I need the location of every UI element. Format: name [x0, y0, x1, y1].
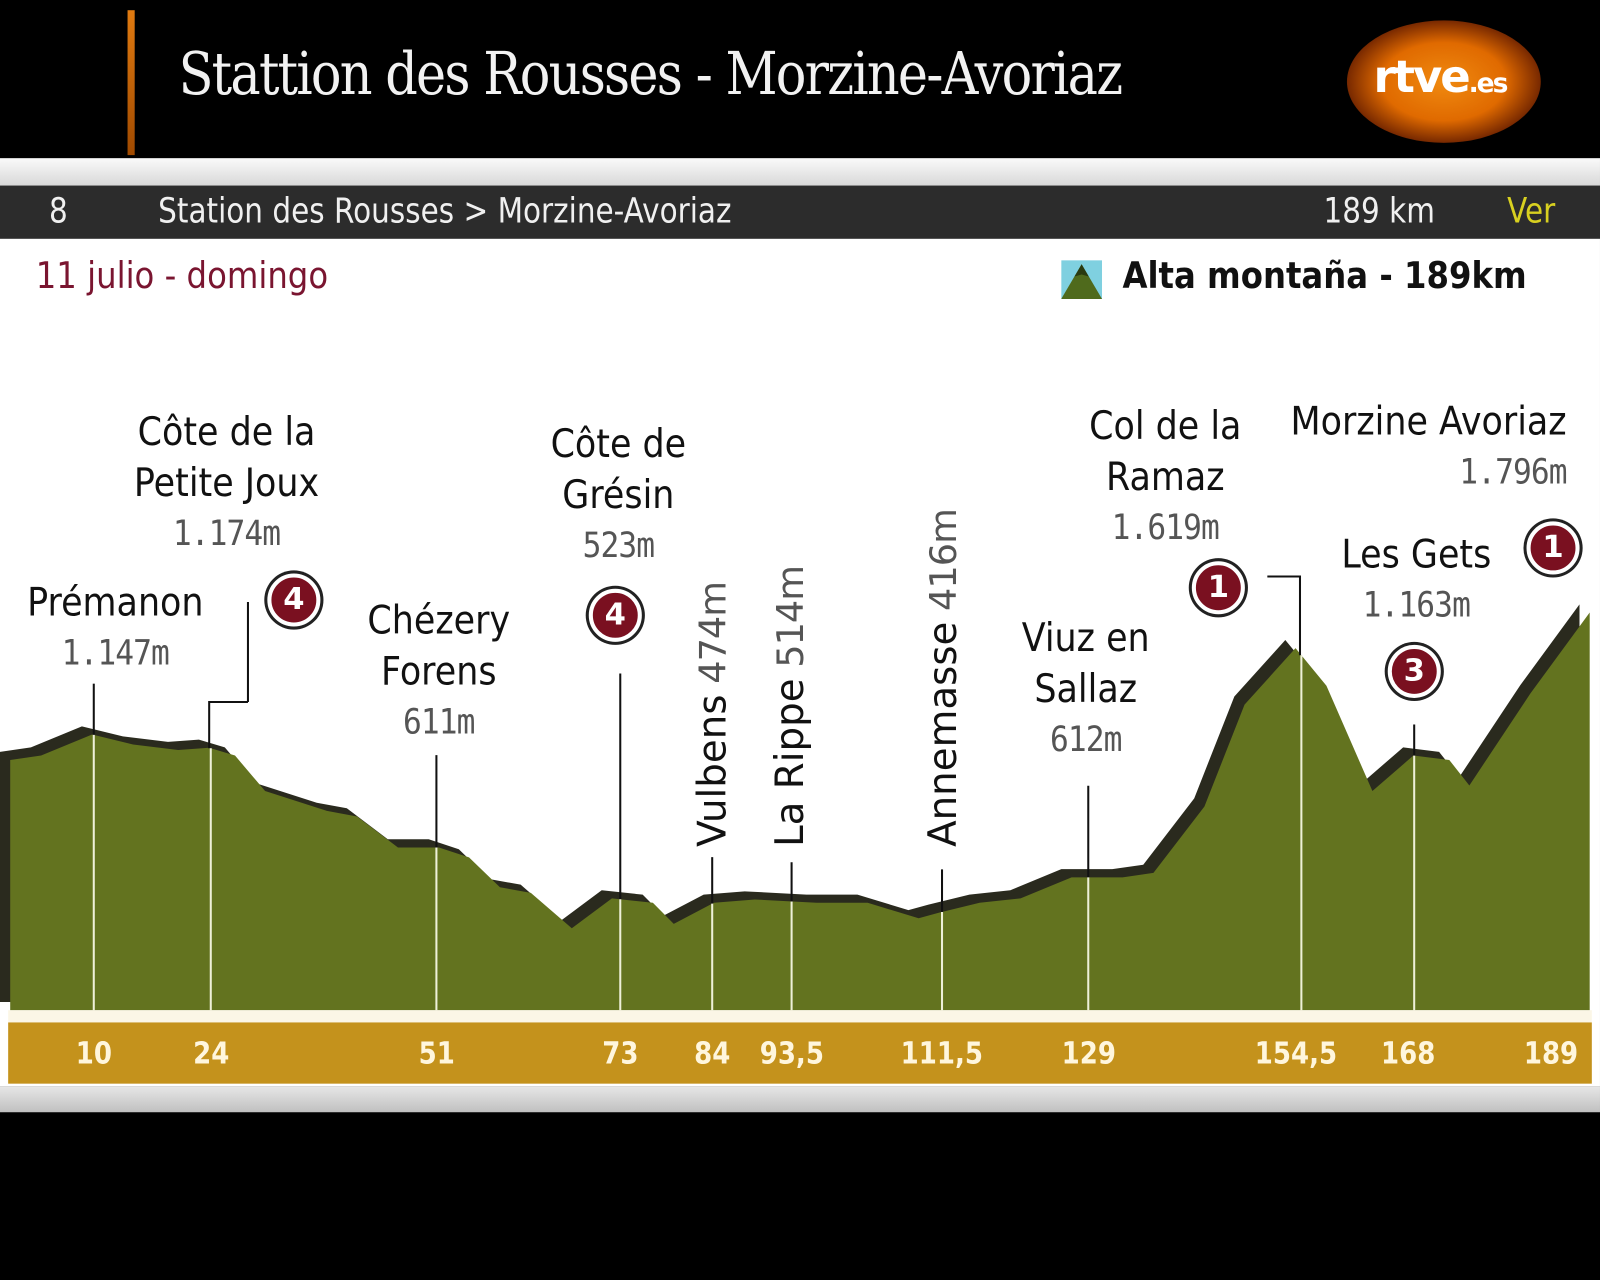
- point-altitude: 612m: [1049, 719, 1122, 761]
- ver-link[interactable]: Ver: [1507, 190, 1556, 232]
- km-tick-label: 189: [1523, 1035, 1579, 1072]
- point-altitude: 523m: [582, 525, 655, 567]
- km-axis-bar: [8, 1022, 1592, 1084]
- point-label: Morzine Avoriaz 1.796m: [1290, 396, 1568, 498]
- point-name: Petite Joux: [133, 460, 320, 506]
- km-tick-label: 168: [1380, 1035, 1436, 1072]
- point-label: Côte de Grésin 523m: [551, 418, 687, 571]
- point-label: Col de la Ramaz 1.619m: [1089, 400, 1241, 553]
- point-altitude: 1.796m: [1459, 452, 1567, 493]
- point-name: Annemasse: [920, 621, 966, 847]
- accent-line: [127, 10, 135, 156]
- point-label: Vulbens 474m: [690, 582, 735, 847]
- point-altitude: 416m: [923, 509, 966, 622]
- point-altitude: 514m: [770, 565, 813, 679]
- km-tick-label: 111,5: [900, 1035, 984, 1072]
- point-name: Vulbens: [689, 694, 735, 847]
- profile-area: [10, 612, 1590, 1011]
- stage-number: 8: [48, 190, 68, 232]
- point-name: La Rippe: [767, 678, 813, 847]
- footer-strip: [0, 1086, 1600, 1113]
- km-tick-label: 129: [1061, 1035, 1116, 1072]
- climb-category-badge: 1: [1191, 561, 1245, 615]
- climb-category-badge: 4: [267, 573, 321, 627]
- stage-route: Station des Rousses > Morzine-Avoriaz: [158, 190, 732, 232]
- point-name: Les Gets: [1341, 531, 1492, 577]
- point-label: Chézery Forens 611m: [367, 595, 510, 748]
- stage-bar: 8 Station des Rousses > Morzine-Avoriaz …: [0, 185, 1600, 239]
- point-name: Grésin: [562, 472, 675, 518]
- point-altitude: 611m: [402, 702, 475, 743]
- km-tick-label: 73: [602, 1035, 639, 1072]
- km-tick-label: 154,5: [1254, 1035, 1338, 1072]
- point-label: Viuz en Sallaz 612m: [1022, 612, 1150, 765]
- point-name: Viuz en: [1021, 615, 1150, 661]
- point-label: Prémanon 1.147m: [27, 577, 203, 679]
- marker-leader-line: [1267, 575, 1302, 656]
- point-name: Prémanon: [27, 579, 204, 625]
- point-name: Morzine Avoriaz: [1290, 398, 1567, 444]
- point-name: Sallaz: [1034, 666, 1138, 712]
- stage-date: 11 julio - domingo: [35, 255, 329, 297]
- point-label: Annemasse 416m: [920, 509, 965, 847]
- climb-category-badge: 3: [1387, 644, 1441, 698]
- page-title: Stattion des Rousses - Morzine-Avoriaz: [178, 38, 1123, 109]
- km-tick-label: 10: [75, 1035, 112, 1072]
- marker-leader-line: [208, 701, 248, 749]
- divider: [0, 158, 1600, 186]
- climb-category-badge: 1: [1526, 521, 1580, 575]
- point-label: Côte de la Petite Joux 1.174m: [134, 406, 319, 559]
- point-name: Chézery: [367, 597, 511, 643]
- km-tick-label: 51: [418, 1035, 455, 1072]
- point-altitude: 1.147m: [61, 632, 170, 674]
- point-altitude: 1.174m: [172, 513, 281, 555]
- point-altitude: 474m: [692, 581, 735, 695]
- point-name: Côte de la: [137, 409, 316, 455]
- stage-distance: 189 km: [1323, 190, 1435, 232]
- point-name: Col de la: [1089, 403, 1242, 448]
- km-tick-label: 24: [192, 1035, 229, 1072]
- rtve-logo: [1346, 20, 1541, 143]
- point-name: Ramaz: [1106, 454, 1225, 499]
- climb-category-badge: 4: [588, 588, 642, 642]
- stage-type: Alta montaña - 189km: [1122, 255, 1527, 297]
- header: [0, 0, 1600, 159]
- point-name: Forens: [381, 648, 497, 694]
- point-label: Les Gets 1.163m: [1341, 529, 1491, 631]
- rtve-logo-text: rtve.es: [1373, 51, 1508, 104]
- mountain-icon: [1061, 260, 1103, 299]
- km-tick-label: 93,5: [759, 1035, 824, 1072]
- point-altitude: 1.619m: [1111, 507, 1220, 548]
- axis-highlight: [8, 1010, 1592, 1023]
- point-name: Côte de: [550, 421, 687, 467]
- km-tick-label: 84: [694, 1035, 731, 1072]
- point-label: La Rippe 514m: [767, 566, 812, 847]
- point-altitude: 1.163m: [1362, 584, 1471, 626]
